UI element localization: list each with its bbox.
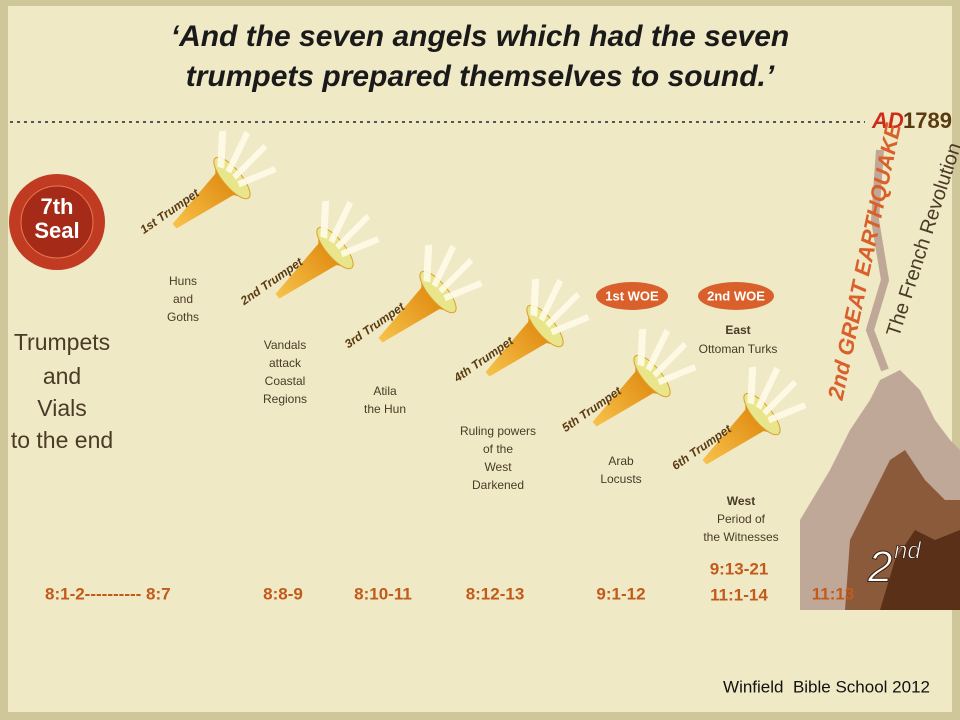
description: West (484, 460, 512, 474)
seal-text: 7th (41, 194, 74, 219)
description: and (173, 292, 193, 306)
description: Vandals (264, 338, 306, 352)
description: the Hun (364, 402, 406, 416)
ordinal: 2 (867, 543, 892, 592)
description: Coastal (265, 374, 306, 388)
description: Atila (373, 384, 397, 398)
description: Locusts (600, 472, 641, 486)
description: Ottoman Turks (699, 342, 778, 356)
reference: 11:13 (812, 584, 855, 603)
description: East (725, 323, 750, 337)
era: AD (871, 108, 904, 133)
year: 1789 (903, 108, 952, 133)
description: Goths (167, 310, 199, 324)
description: of the (483, 442, 513, 456)
seal-inner (20, 185, 94, 259)
seal-text: Seal (34, 218, 79, 243)
reference: 11:1-14 (710, 585, 768, 604)
side-label: Trumpets (14, 329, 110, 355)
reference: 8:10-11 (354, 584, 412, 603)
side-label: Vials (37, 395, 86, 421)
side-label: and (43, 363, 81, 389)
woe-label: 2nd WOE (707, 288, 765, 303)
footer: Winfield Bible School 2012 (723, 677, 930, 696)
background (8, 6, 952, 712)
description: Ruling powers (460, 424, 536, 438)
description: Arab (608, 454, 634, 468)
title: ‘And the seven angels which had the seve… (171, 20, 790, 53)
description: West (727, 494, 755, 508)
description: attack (269, 356, 302, 370)
description: the Witnesses (703, 530, 778, 544)
title: trumpets prepared themselves to sound.’ (186, 60, 775, 93)
crack (865, 149, 890, 372)
mountain (880, 530, 960, 610)
side-label: to the end (11, 427, 113, 453)
reference: 8:1-2---------- 8:7 (45, 584, 171, 603)
woe-label: 1st WOE (605, 288, 659, 303)
ordinal-suffix: nd (894, 537, 921, 564)
woe-badge (596, 282, 668, 310)
reference: 9:13-21 (710, 559, 769, 578)
woe-badge (698, 282, 774, 310)
reference: 9:1-12 (596, 584, 645, 603)
description: Darkened (472, 478, 524, 492)
description: Huns (169, 274, 197, 288)
description: Regions (263, 392, 307, 406)
reference: 8:12-13 (466, 584, 525, 603)
description: Period of (717, 512, 766, 526)
reference: 8:8-9 (263, 584, 303, 603)
